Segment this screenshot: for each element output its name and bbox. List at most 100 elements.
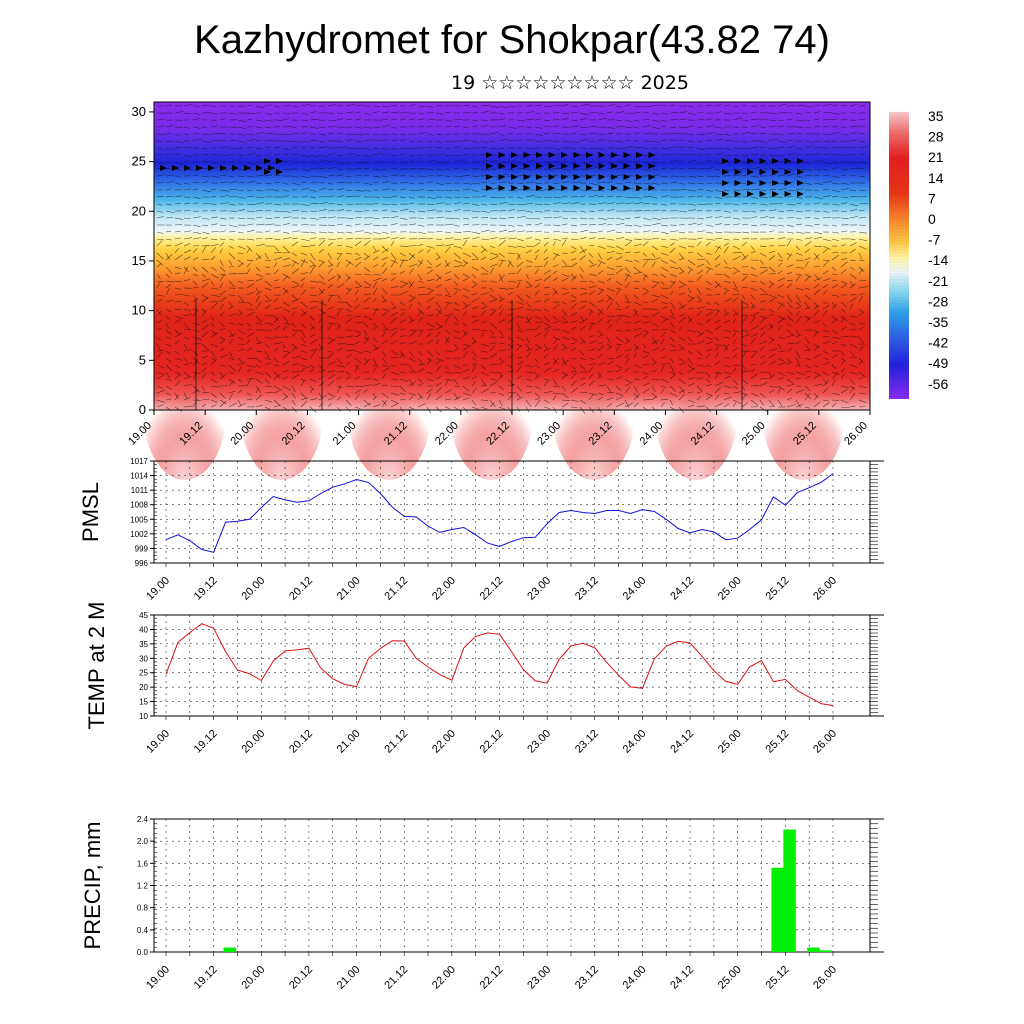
wind-arrow	[471, 231, 481, 234]
wind-arrow	[804, 231, 811, 234]
wind-arrow	[282, 153, 289, 156]
wind-arrow	[282, 315, 289, 323]
wind-arrow	[714, 310, 720, 317]
wind-arrow	[453, 348, 459, 352]
x-tick-label: 25.12	[764, 964, 792, 992]
wind-arrow	[318, 126, 325, 129]
x-tick-label: 23.00	[525, 728, 553, 756]
wind-arrow	[300, 308, 307, 315]
wind-arrow	[327, 392, 336, 398]
wind-arrow	[354, 147, 364, 150]
wind-arrow	[750, 399, 758, 406]
wind-arrow	[498, 196, 506, 199]
wind-arrow	[345, 118, 353, 121]
wind-arrow	[219, 273, 227, 277]
wind-arrow	[336, 273, 342, 279]
y-tick-label: 1008	[130, 501, 148, 510]
wind-arrow	[444, 287, 450, 296]
wind-arrow	[615, 289, 621, 296]
wind-arrow	[300, 283, 304, 289]
wind-arrow	[507, 272, 516, 275]
y-tick-label: 30	[132, 104, 146, 119]
wind-arrow	[489, 329, 494, 335]
wind-arrow	[651, 385, 656, 393]
wind-flag-center	[623, 163, 631, 169]
wind-arrow	[309, 252, 316, 261]
wind-arrow	[426, 322, 435, 328]
wind-arrow	[768, 174, 776, 177]
wind-arrow	[606, 360, 614, 366]
wind-arrow	[651, 257, 661, 261]
wind-arrow	[777, 244, 786, 247]
wind-arrow	[732, 391, 742, 394]
wind-arrow	[471, 252, 479, 259]
wind-arrow	[633, 196, 642, 199]
wind-arrow	[705, 371, 711, 379]
wind-arrow	[417, 286, 425, 289]
wind-arrow	[444, 357, 452, 359]
wind-arrow	[822, 210, 830, 213]
wind-arrow	[291, 399, 296, 406]
wind-arrow	[309, 280, 319, 283]
wind-arrow	[363, 293, 371, 296]
wind-arrow	[372, 366, 377, 373]
wind-arrow	[165, 287, 171, 296]
wind-arrow	[489, 309, 497, 317]
wind-arrow	[291, 132, 300, 135]
wind-arrow	[858, 392, 866, 395]
wind-arrow	[300, 367, 306, 373]
wind-arrow	[156, 298, 163, 303]
wind-arrow	[795, 310, 801, 317]
wind-arrow	[453, 315, 459, 323]
wind-arrow	[741, 370, 751, 373]
wind-arrow	[534, 104, 542, 107]
wind-arrow	[579, 126, 589, 129]
wind-arrow	[768, 147, 778, 150]
wind-arrow	[552, 252, 561, 256]
wind-flag-center	[611, 174, 618, 180]
wind-arrow	[255, 252, 262, 260]
wind-arrow	[651, 222, 661, 226]
wind-arrow	[570, 119, 578, 121]
wind-arrow	[759, 245, 767, 247]
wind-arrow	[849, 386, 855, 394]
wind-arrow	[678, 266, 685, 273]
wind-arrow	[768, 283, 774, 289]
wind-arrow	[408, 303, 413, 310]
wind-arrow	[759, 140, 767, 143]
wind-arrow	[696, 140, 703, 143]
wind-arrow	[435, 359, 441, 366]
wind-arrow	[813, 371, 822, 377]
wind-arrow	[201, 153, 209, 156]
wind-arrow	[462, 345, 469, 352]
wind-arrow	[228, 364, 236, 372]
wind-arrow	[246, 283, 255, 289]
wind-arrow	[156, 364, 166, 369]
wind-arrow	[714, 346, 720, 352]
wind-arrow	[471, 266, 479, 271]
wind-arrow	[759, 378, 768, 380]
wind-arrow	[408, 168, 417, 170]
wind-arrow	[570, 231, 578, 234]
wind-arrow	[210, 399, 218, 403]
wind-arrow	[714, 223, 722, 226]
wind-arrow	[183, 243, 191, 247]
wind-arrow	[723, 403, 730, 408]
wind-arrow	[381, 339, 388, 345]
wind-arrow	[210, 266, 217, 271]
wind-arrow	[165, 140, 173, 143]
wind-arrow	[525, 301, 531, 308]
wind-arrow	[201, 104, 211, 107]
wind-arrow	[309, 264, 315, 268]
wind-flag-left	[276, 158, 283, 164]
wind-arrow	[390, 118, 397, 121]
y-tick-label: 996	[135, 559, 149, 568]
wind-arrow	[165, 398, 172, 401]
wind-arrow	[309, 350, 316, 359]
wind-arrow	[336, 118, 343, 121]
wind-arrow	[525, 315, 531, 324]
wind-arrow	[732, 117, 742, 121]
wind-arrow	[165, 188, 172, 191]
wind-arrow	[201, 324, 209, 331]
wind-arrow	[291, 146, 298, 149]
